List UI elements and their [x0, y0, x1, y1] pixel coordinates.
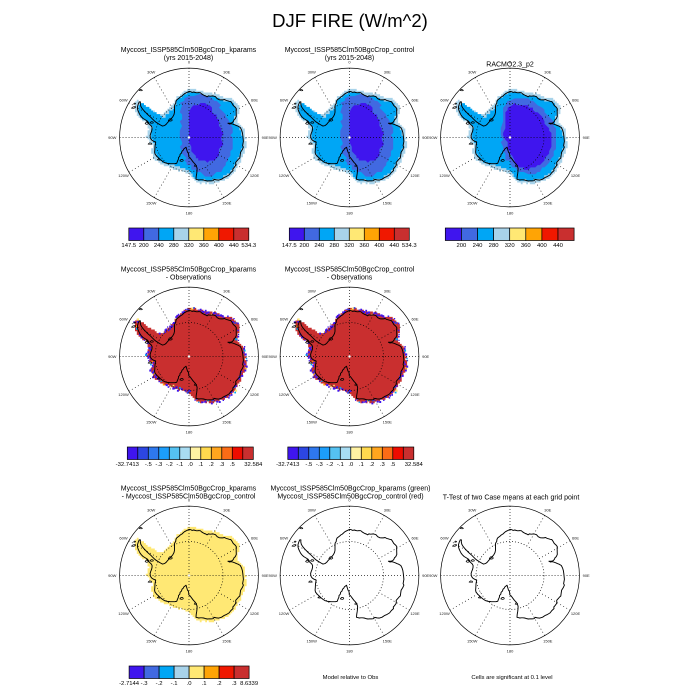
- svg-text:.2: .2: [209, 462, 214, 468]
- svg-text:Myccost_ISSP585Clm50BgcCrop_kp: Myccost_ISSP585Clm50BgcCrop_kparams: [121, 47, 257, 54]
- svg-text:-.2: -.2: [156, 681, 163, 687]
- svg-text:32.584: 32.584: [244, 462, 263, 468]
- svg-text:.5: .5: [230, 462, 236, 468]
- svg-text:360: 360: [359, 243, 370, 249]
- svg-text:8.6339: 8.6339: [240, 681, 258, 687]
- svg-text:T-Test of two Case means at ea: T-Test of two Case means at each grid po…: [443, 495, 580, 502]
- svg-text:.2: .2: [369, 462, 374, 468]
- svg-text:-.3: -.3: [155, 462, 163, 468]
- svg-text:-.2: -.2: [166, 462, 173, 468]
- svg-text:.1: .1: [198, 462, 203, 468]
- svg-text:-32.7413: -32.7413: [276, 462, 300, 468]
- svg-text:RACMO2.3_p2: RACMO2.3_p2: [486, 62, 534, 69]
- svg-text:.3: .3: [380, 462, 386, 468]
- svg-text:Cells are significant at 0.1 l: Cells are significant at 0.1 level: [471, 675, 552, 681]
- svg-text:-32.7413: -32.7413: [116, 462, 140, 468]
- svg-text:360: 360: [199, 243, 210, 249]
- svg-text:.1: .1: [359, 462, 364, 468]
- svg-text:.3: .3: [219, 462, 225, 468]
- svg-text:320: 320: [344, 243, 355, 249]
- svg-text:(yrs 2015-2048): (yrs 2015-2048): [325, 55, 374, 62]
- svg-text:Myccost_ISSP585Clm50BgcCrop_co: Myccost_ISSP585Clm50BgcCrop_control: [285, 47, 415, 54]
- svg-text:Model relative to Obs: Model relative to Obs: [323, 675, 379, 681]
- svg-text:440: 440: [389, 243, 400, 249]
- svg-text:200: 200: [456, 243, 467, 249]
- svg-text:.0: .0: [348, 462, 354, 468]
- svg-text:240: 240: [314, 243, 325, 249]
- svg-text:-.5: -.5: [145, 462, 153, 468]
- svg-text:440: 440: [553, 243, 564, 249]
- svg-text:.2: .2: [217, 681, 222, 687]
- svg-text:(yrs 2015-2048): (yrs 2015-2048): [164, 55, 213, 62]
- svg-text:32.584: 32.584: [405, 462, 424, 468]
- svg-text:-2.7144: -2.7144: [119, 681, 140, 687]
- svg-text:Myccost_ISSP585Clm50BgcCrop_co: Myccost_ISSP585Clm50BgcCrop_control: [285, 267, 415, 274]
- svg-text:147.5: 147.5: [282, 243, 297, 249]
- svg-text:.3: .3: [232, 681, 238, 687]
- svg-text:Myccost_ISSP585Clm50BgcCrop_kp: Myccost_ISSP585Clm50BgcCrop_kparams (gre…: [271, 486, 431, 493]
- svg-text:-.3: -.3: [141, 681, 149, 687]
- svg-text:240: 240: [154, 243, 165, 249]
- svg-text:.1: .1: [202, 681, 207, 687]
- svg-text:- Myccost_ISSP585Clm50BgcCrop_: - Myccost_ISSP585Clm50BgcCrop_control: [122, 494, 256, 501]
- svg-text:-.1: -.1: [176, 462, 183, 468]
- svg-text:Myccost_ISSP585Clm50BgcCrop_co: Myccost_ISSP585Clm50BgcCrop_control (red…: [277, 494, 423, 501]
- svg-text:280: 280: [329, 243, 340, 249]
- svg-text:320: 320: [184, 243, 195, 249]
- svg-text:.5: .5: [390, 462, 396, 468]
- svg-text:320: 320: [505, 243, 516, 249]
- svg-text:534.3: 534.3: [402, 243, 417, 249]
- svg-text:-.1: -.1: [171, 681, 178, 687]
- svg-text:200: 200: [139, 243, 150, 249]
- svg-text:400: 400: [537, 243, 548, 249]
- svg-text:200: 200: [299, 243, 310, 249]
- svg-text:DJF FIRE (W/m^2): DJF FIRE (W/m^2): [272, 10, 428, 31]
- svg-text:-.3: -.3: [316, 462, 324, 468]
- svg-text:- Observations: - Observations: [166, 275, 212, 282]
- svg-text:440: 440: [229, 243, 240, 249]
- svg-text:280: 280: [169, 243, 180, 249]
- svg-text:400: 400: [374, 243, 385, 249]
- svg-text:-.5: -.5: [305, 462, 313, 468]
- svg-text:240: 240: [473, 243, 484, 249]
- svg-text:- Observations: - Observations: [327, 275, 373, 282]
- svg-text:147.5: 147.5: [121, 243, 136, 249]
- svg-text:Myccost_ISSP585Clm50BgcCrop_kp: Myccost_ISSP585Clm50BgcCrop_kparams: [121, 267, 257, 274]
- svg-text:-.2: -.2: [326, 462, 333, 468]
- svg-text:.0: .0: [188, 462, 194, 468]
- svg-text:.0: .0: [187, 681, 193, 687]
- svg-text:534.3: 534.3: [241, 243, 256, 249]
- svg-text:Myccost_ISSP585Clm50BgcCrop_kp: Myccost_ISSP585Clm50BgcCrop_kparams: [121, 486, 257, 493]
- svg-text:280: 280: [489, 243, 500, 249]
- svg-text:400: 400: [214, 243, 225, 249]
- svg-text:-.1: -.1: [337, 462, 344, 468]
- svg-text:360: 360: [521, 243, 532, 249]
